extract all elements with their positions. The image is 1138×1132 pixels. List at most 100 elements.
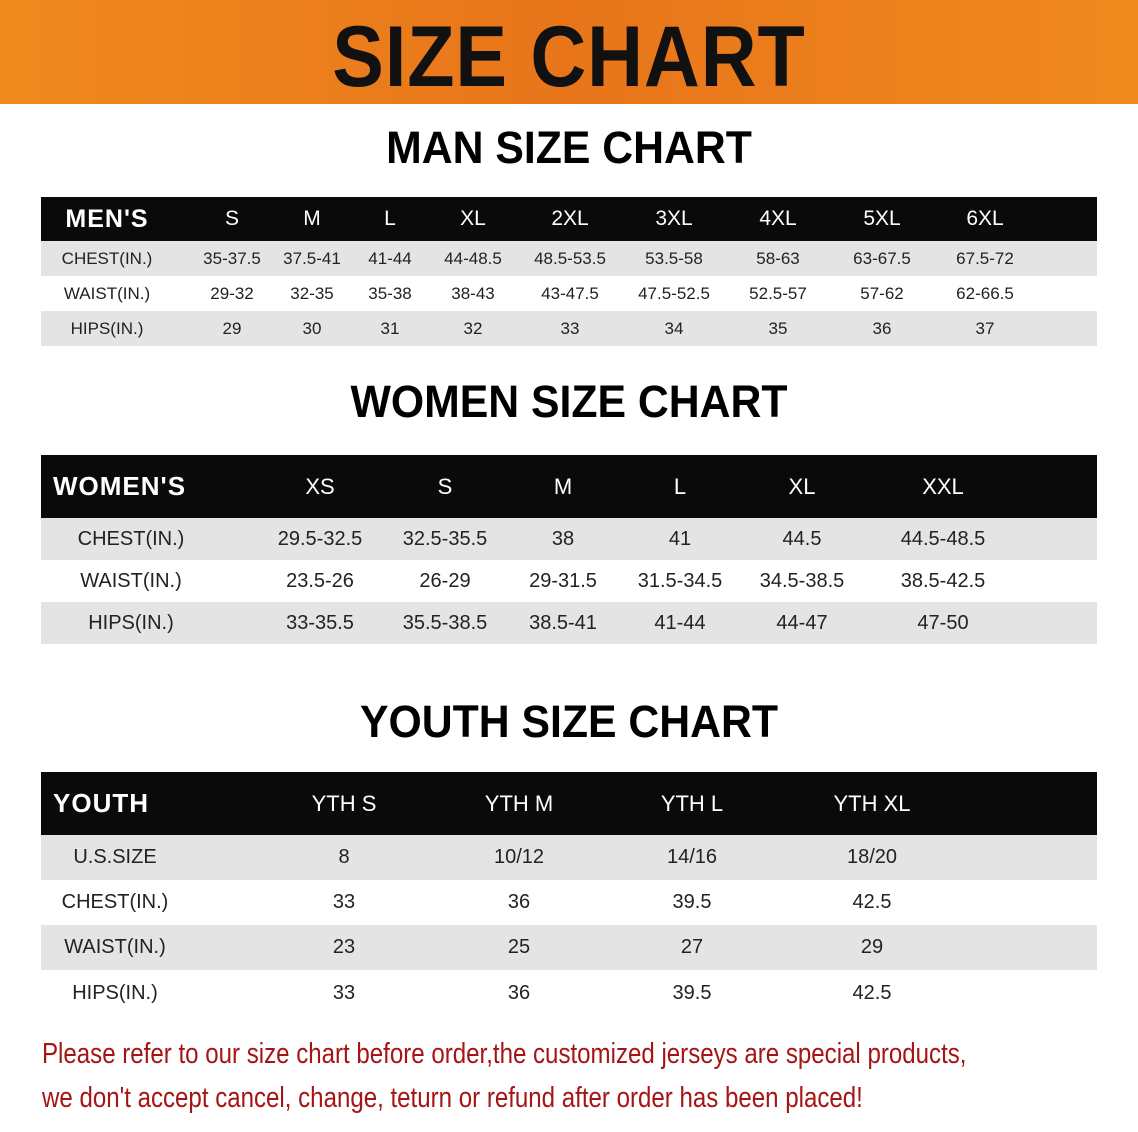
size-header-cell: 4XL xyxy=(759,207,797,230)
size-header-cell: XL xyxy=(788,473,816,499)
row-label: HIPS(IN.) xyxy=(72,981,158,1004)
table-cell: 42.5 xyxy=(852,891,892,913)
table-row: WAIST(IN.) 29-32 32-35 35-38 38-43 43-47.5 47.… xyxy=(41,276,1097,311)
table-cell: 36 xyxy=(507,981,531,1004)
size-header-cell: XS xyxy=(305,473,335,499)
table-cell: 31 xyxy=(380,318,400,338)
table-cell: 29 xyxy=(860,936,884,958)
table-cell: 34 xyxy=(664,318,684,338)
table-cell: 39.5 xyxy=(672,981,712,1004)
table-cell: 37 xyxy=(975,318,995,338)
table-cell: 29-32 xyxy=(210,283,254,303)
table-cell: 31.5-34.5 xyxy=(637,569,723,592)
table-cell: 62-66.5 xyxy=(956,283,1014,303)
men-header-row: MEN'S S M L XL 2XL 3XL 4XL 5XL 6XL xyxy=(41,197,1097,241)
size-header-cell: M xyxy=(303,207,321,230)
row-label: CHEST(IN.) xyxy=(77,527,185,550)
women-section-title: WOMEN SIZE CHART xyxy=(350,376,788,427)
youth-section-title: YOUTH SIZE CHART xyxy=(359,696,778,747)
row-label: WAIST(IN.) xyxy=(63,283,151,303)
table-cell: 30 xyxy=(302,318,322,338)
table-cell: 41-44 xyxy=(654,611,706,634)
table-cell: 33 xyxy=(332,891,356,913)
size-header-cell: L xyxy=(384,207,396,230)
size-header-cell: 6XL xyxy=(966,207,1004,230)
table-row: WAIST(IN.) 23.5-26 26-29 29-31.5 31.5-34.5 34… xyxy=(41,560,1097,602)
table-row: CHEST(IN.) 33 36 39.5 42.5 xyxy=(41,880,1097,925)
table-cell: 29.5-32.5 xyxy=(277,527,363,550)
table-cell: 33 xyxy=(560,318,580,338)
table-cell: 48.5-53.5 xyxy=(534,248,606,268)
row-label: CHEST(IN.) xyxy=(61,891,169,913)
row-label: WAIST(IN.) xyxy=(64,936,166,958)
table-cell: 36 xyxy=(872,318,892,338)
table-cell: 27 xyxy=(680,936,704,958)
table-row: CHEST(IN.) 35-37.5 37.5-41 41-44 44-48.5 48.5… xyxy=(41,241,1097,276)
table-cell: 44-48.5 xyxy=(444,248,502,268)
notice-line-2: we don't accept cancel, change, teturn o… xyxy=(42,1082,863,1114)
table-cell: 38 xyxy=(551,527,575,550)
table-cell: 29 xyxy=(222,318,242,338)
size-header-cell: XXL xyxy=(922,473,964,499)
table-cell: 35.5-38.5 xyxy=(402,611,488,634)
table-cell: 38.5-41 xyxy=(529,611,597,634)
row-label: HIPS(IN.) xyxy=(70,318,144,338)
table-cell: 33 xyxy=(332,981,356,1004)
table-cell: 23.5-26 xyxy=(286,569,354,592)
table-cell: 35-38 xyxy=(368,283,412,303)
youth-size-table: YOUTH YTH S YTH M YTH L YTH XL U.S.SIZE 8 10/12… xyxy=(41,772,1097,1016)
size-header-cell: 3XL xyxy=(655,207,693,230)
table-cell: 29-31.5 xyxy=(529,569,597,592)
table-cell: 44.5 xyxy=(782,527,822,550)
size-header-cell: XL xyxy=(460,207,486,230)
size-header-cell: YTH S xyxy=(311,790,377,816)
table-cell: 32.5-35.5 xyxy=(402,527,488,550)
table-cell: 14/16 xyxy=(666,846,718,868)
table-cell: 18/20 xyxy=(846,846,898,868)
table-row: HIPS(IN.) 33-35.5 35.5-38.5 38.5-41 41-44 44-… xyxy=(41,602,1097,644)
row-label: WAIST(IN.) xyxy=(80,569,182,592)
table-cell: 41-44 xyxy=(368,248,412,268)
table-cell: 57-62 xyxy=(860,283,904,303)
size-header-cell: L xyxy=(673,473,687,499)
women-header-row: WOMEN'S XS S M L XL XXL xyxy=(41,455,1097,518)
table-cell: 53.5-58 xyxy=(645,248,703,268)
size-header-cell: 2XL xyxy=(551,207,589,230)
men-size-table: MEN'S S M L XL 2XL 3XL 4XL 5XL 6XL CHEST(IN.) 35-37… xyxy=(41,197,1097,346)
women-size-table: WOMEN'S XS S M L XL XXL CHEST(IN.) 29.5-32.5 32.5… xyxy=(41,455,1097,644)
table-cell: 37.5-41 xyxy=(283,248,341,268)
row-label: CHEST(IN.) xyxy=(61,248,153,268)
size-header-cell: M xyxy=(553,473,573,499)
table-cell: 44.5-48.5 xyxy=(900,527,986,550)
size-header-cell: 5XL xyxy=(863,207,901,230)
table-cell: 36 xyxy=(507,891,531,913)
men-header-label: MEN'S xyxy=(65,204,149,233)
table-row: HIPS(IN.) 33 36 39.5 42.5 xyxy=(41,970,1097,1016)
row-label: HIPS(IN.) xyxy=(88,611,174,634)
table-cell: 67.5-72 xyxy=(956,248,1014,268)
size-header-cell: YTH XL xyxy=(833,790,911,816)
size-header-cell: S xyxy=(224,207,240,230)
size-header-cell: YTH M xyxy=(484,790,554,816)
table-cell: 8 xyxy=(338,846,350,868)
women-header-label: WOMEN'S xyxy=(53,471,187,501)
table-cell: 52.5-57 xyxy=(749,283,807,303)
table-cell: 34.5-38.5 xyxy=(759,569,845,592)
row-label: U.S.SIZE xyxy=(73,846,157,868)
table-cell: 38-43 xyxy=(451,283,495,303)
table-cell: 35-37.5 xyxy=(203,248,261,268)
banner: SIZE CHART xyxy=(0,0,1138,105)
table-cell: 32-35 xyxy=(290,283,334,303)
table-row: CHEST(IN.) 29.5-32.5 32.5-35.5 38 41 44.5 44.5… xyxy=(41,518,1097,560)
size-header-cell: YTH L xyxy=(660,790,724,816)
table-cell: 39.5 xyxy=(672,891,712,913)
table-cell: 63-67.5 xyxy=(853,248,911,268)
table-cell: 32 xyxy=(463,318,483,338)
table-cell: 44-47 xyxy=(776,611,828,634)
youth-header-row: YOUTH YTH S YTH M YTH L YTH XL xyxy=(41,772,1097,835)
table-cell: 26-29 xyxy=(419,569,471,592)
table-cell: 58-63 xyxy=(756,248,800,268)
table-cell: 33-35.5 xyxy=(286,611,354,634)
table-cell: 47.5-52.5 xyxy=(638,283,710,303)
table-row: U.S.SIZE 8 10/12 14/16 18/20 xyxy=(41,835,1097,880)
